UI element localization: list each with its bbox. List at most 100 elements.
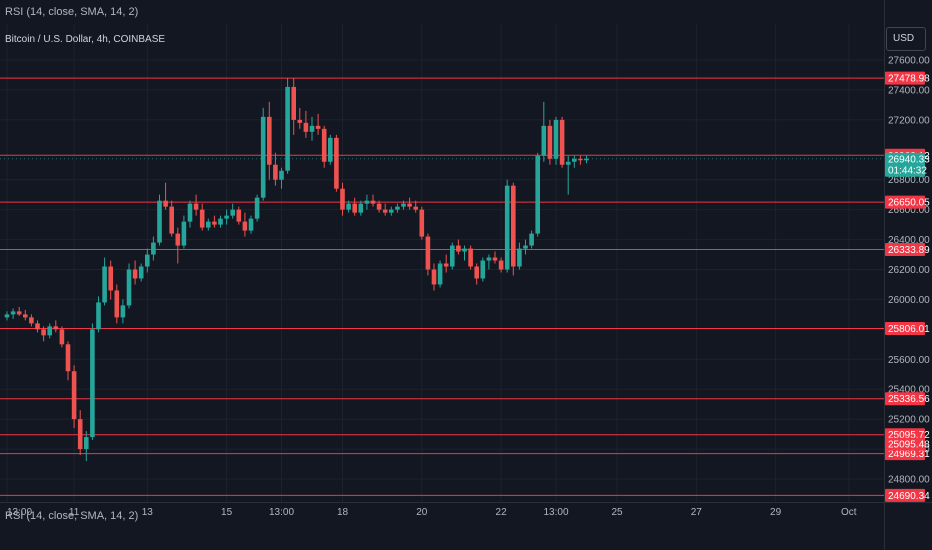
candle-down	[443, 263, 449, 267]
candle-down	[382, 209, 388, 213]
price-tick-label: 26000.00	[888, 295, 930, 306]
candle-down	[297, 119, 303, 123]
candle-up	[206, 221, 211, 228]
time-tick-label: 15	[221, 507, 233, 518]
candle-down	[132, 269, 138, 279]
price-tick-label: 27200.00	[888, 115, 930, 126]
candle-down	[35, 323, 40, 330]
candle-down	[108, 266, 113, 291]
level-tag-label: 25336.56	[888, 394, 930, 405]
candle-down	[114, 290, 120, 318]
candle-down	[175, 233, 181, 246]
candle-up	[248, 218, 254, 231]
last-price-tag	[885, 152, 925, 177]
candle-up	[102, 266, 107, 303]
candle-down	[242, 221, 248, 231]
time-tick-label: 13	[142, 507, 154, 518]
time-tick-label: 13:00	[543, 507, 568, 518]
level-lines	[0, 77, 884, 496]
candle-down	[468, 248, 473, 267]
price-axis-divider	[884, 0, 885, 550]
candle-down	[413, 206, 418, 210]
candle-up	[389, 209, 394, 213]
countdown-label: 01:44:32	[888, 166, 927, 177]
level-tag	[885, 195, 925, 209]
candle-down	[456, 245, 461, 252]
candle-up	[401, 203, 406, 207]
candle-down	[53, 326, 59, 330]
level-tag-label: 27478.98	[888, 74, 930, 85]
candle-down	[407, 203, 412, 207]
candle-down	[71, 371, 77, 420]
candle-up	[151, 242, 156, 255]
time-tick-label: 20	[416, 507, 428, 518]
time-tick-label: 29	[770, 507, 782, 518]
candle-up	[260, 116, 266, 198]
candle-down	[547, 125, 553, 159]
candle-down	[65, 344, 71, 372]
candle-down	[315, 125, 321, 129]
level-tag	[885, 71, 925, 85]
candle-up	[480, 260, 486, 279]
candle-up	[157, 200, 162, 243]
price-tick-label: 26400.00	[888, 235, 930, 246]
candle-down	[77, 419, 83, 450]
candle-down	[498, 260, 504, 270]
candle-down	[291, 86, 296, 120]
level-tag-label: 26650.05	[888, 198, 930, 209]
candle-up	[553, 119, 559, 159]
price-tick-label: 26200.00	[888, 265, 930, 276]
candle-down	[376, 203, 382, 210]
candle-down	[370, 200, 376, 204]
candle-down	[193, 203, 199, 210]
price-tick-label: 26800.00	[888, 175, 930, 186]
level-tag-group	[885, 437, 925, 451]
level-tag	[885, 321, 925, 335]
candle-up	[358, 203, 364, 213]
level-tag	[885, 242, 925, 256]
candle-down	[419, 209, 425, 237]
candle-down	[334, 137, 339, 189]
price-tick-label: 25400.00	[888, 385, 930, 396]
candle-down	[303, 122, 309, 132]
price-tick-label: 27400.00	[888, 85, 930, 96]
time-tick-label: 11	[69, 507, 80, 518]
candle-down	[321, 128, 327, 162]
candle-down	[578, 158, 583, 161]
candle-up	[145, 254, 150, 267]
time-tick-label: 13:00	[269, 507, 294, 518]
candle-down	[23, 314, 28, 318]
candle-down	[163, 200, 168, 207]
time-tick-label: 13:00	[7, 507, 32, 518]
candle-down	[273, 164, 278, 180]
candle-up	[395, 206, 400, 210]
level-tag-label: 25095.72	[888, 430, 930, 441]
candle-up	[504, 185, 510, 270]
price-axis[interactable]: 24800.0025000.0025200.0025400.0025600.00…	[888, 56, 930, 486]
candle-up	[584, 158, 589, 161]
candle-up	[84, 437, 89, 450]
candle-down	[267, 116, 272, 165]
candle-up	[10, 311, 16, 315]
time-tick-label: 27	[691, 507, 703, 518]
candle-down	[425, 236, 431, 270]
level-tag-label: 25806.01	[888, 324, 930, 335]
candle-down	[29, 317, 34, 324]
candle-up	[96, 302, 101, 330]
candle-up	[90, 329, 95, 438]
candle-down	[511, 185, 516, 267]
level-tag	[885, 392, 925, 406]
candle-down	[352, 203, 357, 213]
rsi-indicator-label-bottom[interactable]: RSI (14, close, SMA, 14, 2)	[5, 510, 139, 522]
candle-up	[138, 266, 144, 279]
rsi-indicator-label-top[interactable]: RSI (14, close, SMA, 14, 2)	[5, 6, 139, 18]
candle-up	[181, 221, 187, 246]
grid	[0, 24, 884, 502]
time-axis[interactable]: 13:00 11 13 15 13:00 18 20 22 13:00 25 27 29 Oct	[7, 507, 857, 518]
time-axis-divider	[0, 502, 932, 503]
candle-up	[437, 263, 443, 285]
candle-up	[450, 245, 455, 267]
currency-button[interactable]: USD	[886, 27, 926, 51]
candle-up	[254, 197, 260, 219]
